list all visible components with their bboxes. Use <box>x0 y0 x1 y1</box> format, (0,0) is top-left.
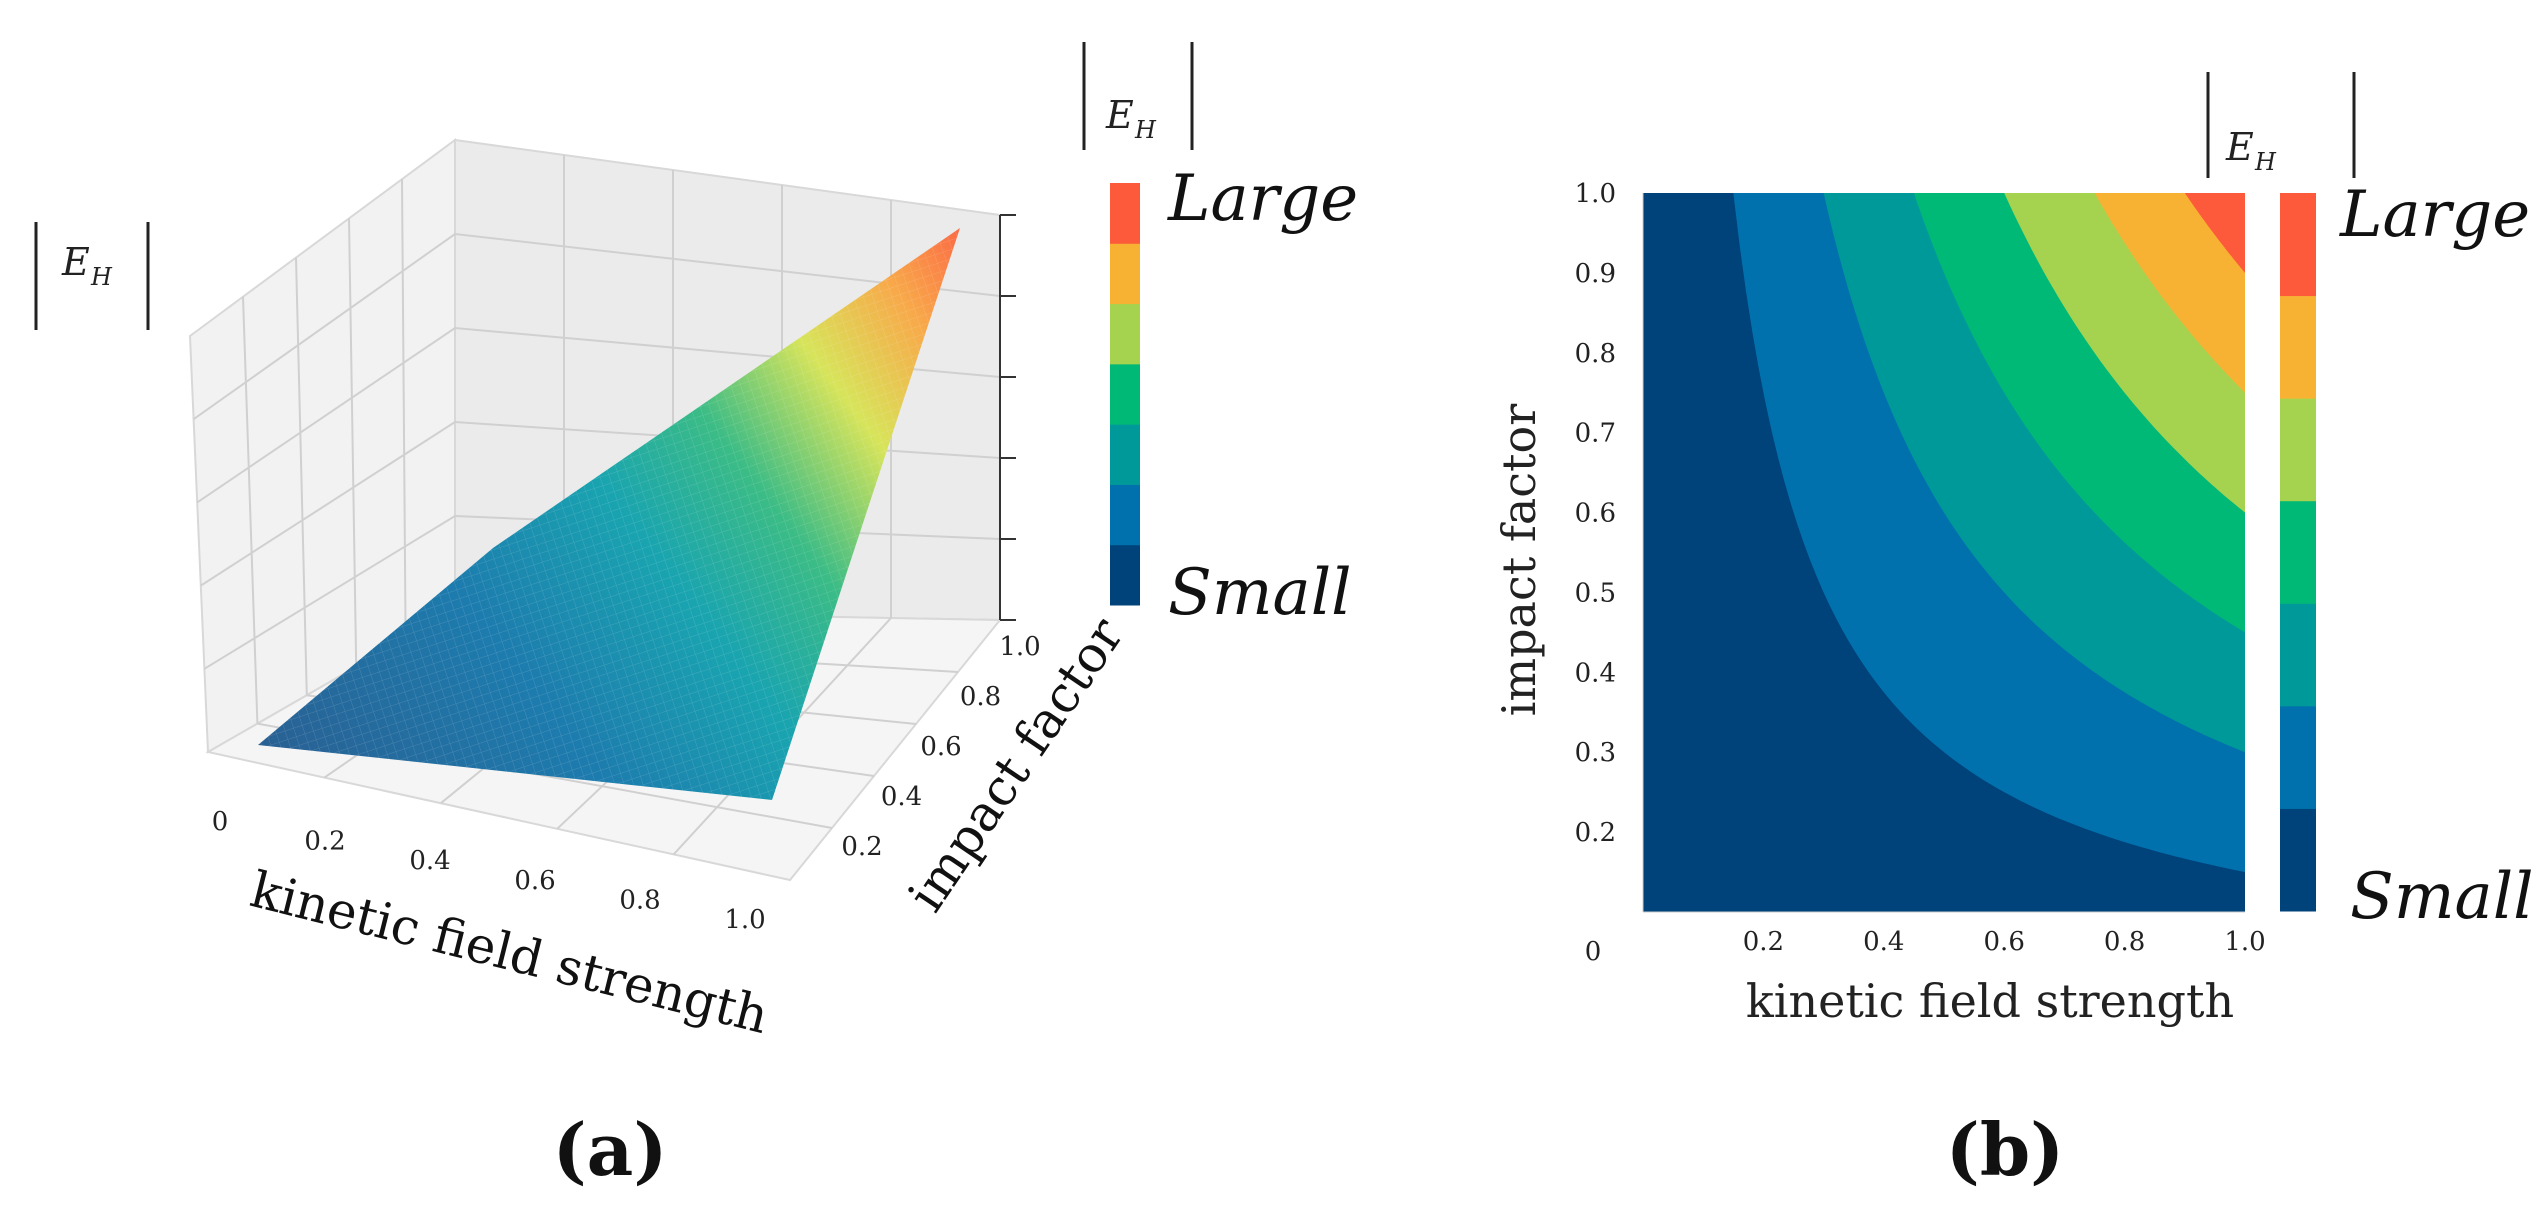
panel-b: 0.2 0.4 0.6 0.8 1.0 0.2 0.3 0.4 0.5 0.6 0.7 0.8 0.9… <box>1492 72 2534 1192</box>
x-tick-label: 0 <box>212 807 229 837</box>
colorbar-segment <box>1110 544 1140 606</box>
grid-line <box>295 257 308 696</box>
colorbar-segment <box>2280 500 2316 604</box>
b-y-tick-label: 0.8 <box>1575 339 1616 369</box>
surface-mesh <box>258 228 960 800</box>
contour-band <box>2184 193 2245 273</box>
grid-line <box>348 218 358 667</box>
colorbar-a-segments <box>1110 183 1140 606</box>
x-tick-label: 0.4 <box>409 846 450 876</box>
colorbar-segment <box>2280 705 2316 809</box>
y-tick-label: 0.8 <box>960 682 1001 712</box>
colorbar-segment <box>1110 183 1140 244</box>
contour-band <box>2094 193 2245 393</box>
colorbar-b-small: Small <box>2350 860 2534 934</box>
b-y-tick-label: 0.6 <box>1575 499 1616 529</box>
b-y-tick-labels: 0.2 0.3 0.4 0.5 0.6 0.7 0.8 0.9 1.0 <box>1575 179 1616 848</box>
z-axis-label: E H <box>34 222 150 330</box>
grid-line <box>193 232 1001 421</box>
x-tick-label: 0.2 <box>304 827 345 857</box>
colorbar-b-segments <box>2280 193 2316 912</box>
y-tick-label: 1.0 <box>999 632 1040 662</box>
b-x-tick-label: 0.4 <box>1863 927 1904 957</box>
colorbar-b: E H Large Small <box>2206 72 2534 934</box>
panel-a-label: (a) <box>553 1107 668 1192</box>
colorbar-a-title: E <box>1105 93 1134 137</box>
b-x-tick-label: 1.0 <box>2224 927 2265 957</box>
y-tick-label: 0.4 <box>881 782 922 812</box>
b-x-tick-label: 0.6 <box>1984 927 2025 957</box>
colorbar-a-large: Large <box>1167 162 1358 236</box>
z-label-e: E <box>61 240 90 284</box>
x-tick-label: 1.0 <box>724 905 765 935</box>
colorbar-b-large: Large <box>2339 178 2530 252</box>
colorbar-segment <box>1110 303 1140 365</box>
b-y-tick-label: 0.3 <box>1575 738 1616 768</box>
b-x-axis-label: kinetic field strength <box>1746 974 2234 1028</box>
colorbar-b-title-sub: H <box>2254 148 2277 176</box>
colorbar-segment <box>2280 603 2316 707</box>
colorbar-segment <box>1110 363 1140 425</box>
b-y-tick-label: 0.2 <box>1575 818 1616 848</box>
z-axis-ticks <box>999 214 1016 621</box>
b-y-tick-label: 0.9 <box>1575 259 1616 289</box>
colorbar-segment <box>2280 398 2316 502</box>
colorbar-segment <box>1110 243 1140 305</box>
colorbar-a-small: Small <box>1168 556 1352 630</box>
y-tick-label: 0.2 <box>841 832 882 862</box>
y-tick-labels: 0.2 0.4 0.6 0.8 1.0 <box>841 632 1040 862</box>
panel-a: E H 0 0.2 0.4 0.6 0.8 1.0 kinetic field stren… <box>34 42 1358 1192</box>
colorbar-segment <box>2280 295 2316 399</box>
colorbar-a: E H Large Small <box>1082 42 1358 630</box>
b-y-tick-label: 0.5 <box>1575 578 1616 608</box>
y-tick-label: 0.6 <box>920 732 961 762</box>
panel-b-label: (b) <box>1946 1107 2064 1192</box>
colorbar-segment <box>1110 424 1140 485</box>
b-y-tick-label: 0.4 <box>1575 658 1616 688</box>
colorbar-a-title-sub: H <box>1134 116 1157 144</box>
b-x-tick-label: 0.2 <box>1743 927 1784 957</box>
grid-line <box>242 296 259 724</box>
colorbar-b-title: E <box>2225 125 2254 169</box>
z-label-sub: H <box>90 263 113 291</box>
x-axis-label: kinetic field strength <box>245 860 774 1045</box>
b-y-tick-label: 0.7 <box>1575 419 1616 449</box>
contour-plot <box>1642 193 2245 913</box>
colorbar-segment <box>1110 484 1140 546</box>
colorbar-segment <box>2280 193 2316 297</box>
b-origin-label: 0 <box>1585 937 1602 967</box>
b-x-tick-label: 0.8 <box>2104 927 2145 957</box>
b-y-tick-label: 1.0 <box>1575 179 1616 209</box>
x-tick-labels: 0 0.2 0.4 0.6 0.8 1.0 <box>212 807 766 935</box>
colorbar-segment <box>2280 808 2316 912</box>
b-x-tick-labels: 0.2 0.4 0.6 0.8 1.0 <box>1743 927 2266 957</box>
grid-line <box>401 179 407 639</box>
x-tick-label: 0.8 <box>619 885 660 915</box>
b-y-axis-label: impact factor <box>1492 404 1546 716</box>
x-tick-label: 0.6 <box>514 866 555 896</box>
